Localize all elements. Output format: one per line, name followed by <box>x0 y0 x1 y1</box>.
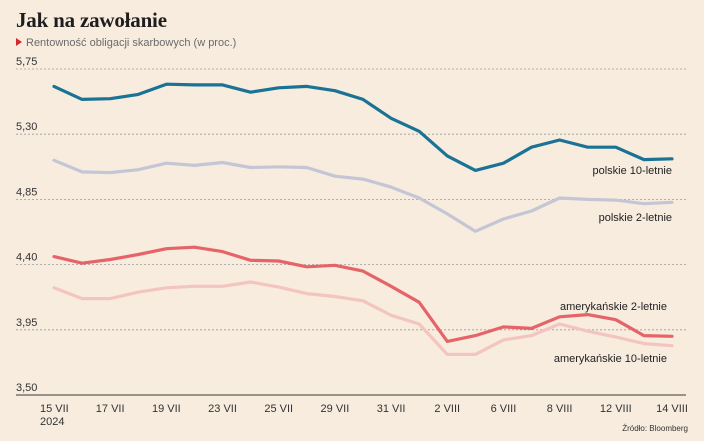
x-tick-label: 25 VII <box>264 403 293 415</box>
x-tick-label: 23 VII <box>208 403 237 415</box>
x-tick-label: 15 VII <box>40 403 69 415</box>
x-tick-label: 2 VIII <box>434 403 460 415</box>
series-line <box>52 245 674 343</box>
series-label: polskie 10-letnie <box>593 165 673 177</box>
series-label: polskie 2-letnie <box>599 212 672 224</box>
x-tick-year-label: 2024 <box>40 416 64 428</box>
source-note: Źródło: Bloomberg <box>622 424 688 433</box>
x-tick-label: 31 VII <box>377 403 406 415</box>
y-tick-label: 3,50 <box>16 382 37 394</box>
x-tick-label: 19 VII <box>152 403 181 415</box>
x-tick-label: 14 VIII <box>656 403 688 415</box>
x-tick-label: 12 VIII <box>600 403 632 415</box>
triangle-marker-icon <box>16 38 22 46</box>
series-line <box>52 158 674 233</box>
chart-subtitle: Rentowność obligacji skarbowych (w proc.… <box>16 37 236 49</box>
y-tick-label: 4,85 <box>16 186 37 198</box>
series-line <box>52 280 674 356</box>
chart-title: Jak na zawołanie <box>16 8 167 32</box>
x-tick-label: 6 VIII <box>491 403 517 415</box>
y-tick-label: 5,75 <box>16 56 37 68</box>
series-label: amerykańskie 2-letnie <box>560 301 667 313</box>
y-tick-label: 4,40 <box>16 252 37 264</box>
x-tick-label: 8 VIII <box>547 403 573 415</box>
series-line <box>52 82 674 172</box>
y-tick-label: 5,30 <box>16 121 37 133</box>
y-tick-label: 3,95 <box>16 317 37 329</box>
series-label: amerykańskie 10-letnie <box>554 353 667 365</box>
x-tick-label: 29 VII <box>321 403 350 415</box>
subtitle-text: Rentowność obligacji skarbowych (w proc.… <box>26 37 237 49</box>
x-tick-label: 17 VII <box>96 403 125 415</box>
